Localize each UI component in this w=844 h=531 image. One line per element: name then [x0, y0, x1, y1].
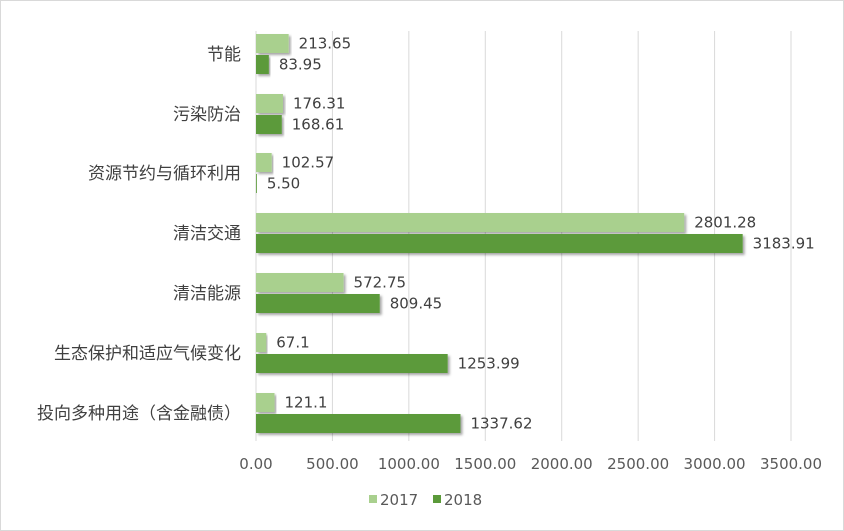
bar-2018 — [256, 414, 461, 433]
legend-swatch — [369, 495, 377, 503]
data-label: 572.75 — [354, 274, 407, 292]
bar-2018 — [256, 174, 257, 193]
bar-2017 — [256, 333, 267, 352]
legend-label: 2018 — [444, 491, 482, 509]
bar-2017 — [256, 153, 272, 172]
x-tick-label: 3000.00 — [684, 455, 746, 473]
data-label: 176.31 — [293, 95, 346, 113]
data-label: 67.1 — [276, 334, 309, 352]
x-tick-label: 0.00 — [239, 455, 272, 473]
category-label: 节能 — [207, 45, 241, 65]
x-tick-label: 2500.00 — [607, 455, 669, 473]
x-tick-label: 500.00 — [306, 455, 359, 473]
data-label: 809.45 — [390, 295, 443, 313]
legend-label: 2017 — [380, 491, 418, 509]
bar-2018 — [256, 55, 269, 74]
bar-2018 — [256, 115, 282, 134]
x-tick-label: 3500.00 — [760, 455, 822, 473]
category-label: 资源节约与循环利用 — [88, 164, 241, 184]
bar-2017 — [256, 273, 344, 292]
data-label: 168.61 — [292, 116, 345, 134]
bar-2017 — [256, 94, 283, 113]
category-label: 投向多种用途（含金融债） — [37, 404, 241, 424]
x-tick-label: 2000.00 — [531, 455, 593, 473]
bar-2018 — [256, 234, 743, 253]
bar-2017 — [256, 213, 685, 232]
legend-swatch — [433, 495, 441, 503]
data-label: 83.95 — [279, 56, 322, 74]
bar-2017 — [256, 393, 275, 412]
category-label: 生态保护和适应气候变化 — [54, 344, 241, 364]
category-label: 清洁交通 — [173, 224, 241, 244]
data-label: 5.50 — [267, 175, 300, 193]
data-label: 102.57 — [282, 154, 335, 172]
x-tick-label: 1000.00 — [378, 455, 440, 473]
data-label: 1337.62 — [470, 415, 532, 433]
bar-2017 — [256, 34, 289, 53]
data-label: 2801.28 — [694, 214, 756, 232]
bar-2018 — [256, 354, 448, 373]
data-label: 213.65 — [299, 35, 352, 53]
category-label: 污染防治 — [173, 105, 241, 125]
data-label: 1253.99 — [458, 355, 520, 373]
data-label: 121.1 — [285, 394, 328, 412]
category-label: 清洁能源 — [173, 284, 241, 304]
x-tick-label: 1500.00 — [454, 455, 516, 473]
data-label: 3183.91 — [753, 235, 815, 253]
bar-2018 — [256, 294, 380, 313]
